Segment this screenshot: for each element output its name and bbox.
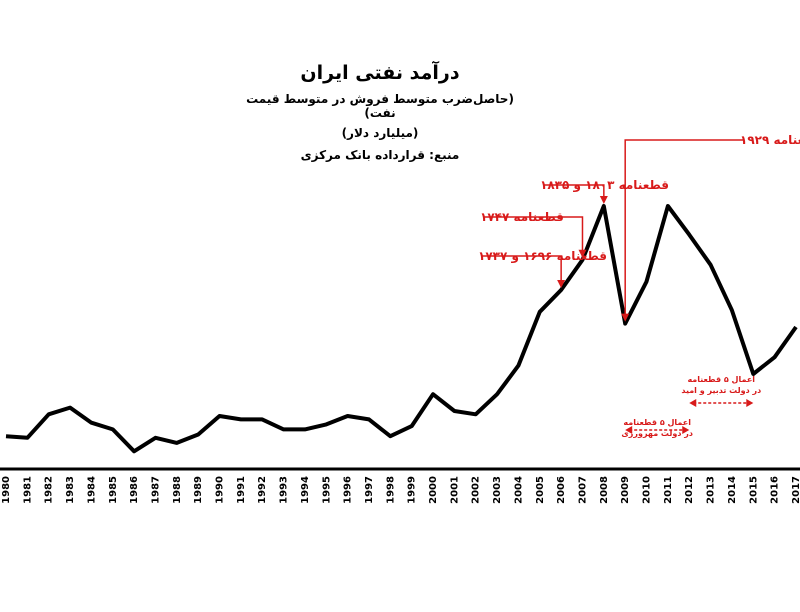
- x-tick-label: 1981: [22, 476, 33, 504]
- x-tick-label: 2016: [770, 476, 781, 504]
- x-tick-label: 1989: [193, 476, 204, 504]
- x-tick-label: 2007: [577, 476, 588, 504]
- x-tick-label: 1982: [44, 476, 55, 504]
- period-label-line2: در دولت مهرورزی: [621, 429, 693, 438]
- x-tick-label: 1985: [108, 476, 119, 504]
- x-tick-label: 2011: [663, 476, 674, 504]
- x-tick-label: 2009: [620, 476, 631, 504]
- x-tick-label: 2001: [449, 476, 460, 504]
- x-tick-label: 2014: [727, 476, 738, 504]
- x-tick-label: 1988: [172, 476, 183, 504]
- annotation-arrowhead: [557, 280, 566, 288]
- x-tick-label: 2012: [684, 476, 695, 504]
- x-tick-label: 1999: [407, 476, 418, 504]
- x-tick-label: 2017: [791, 476, 800, 504]
- annotation-label: قطعنامه ۱۹۲۹: [740, 133, 800, 147]
- chart-title: درآمد نفتی ایران: [300, 62, 460, 84]
- annotation-leader: [484, 216, 584, 254]
- chart-subtitle: (حاصل‌ضرب متوسط فروش در متوسط قیمت نفت): [246, 92, 514, 120]
- x-tick-label: 2004: [513, 476, 524, 504]
- x-tick-label: 1986: [129, 476, 140, 504]
- sanction-period: اعمال ۵ قطعنامه در دولت تدبیر و امید: [681, 375, 761, 407]
- x-tick-label: 1996: [343, 476, 354, 504]
- x-tick-label: 2000: [428, 476, 439, 504]
- x-tick-label: 1995: [321, 476, 332, 504]
- period-arrowhead-left: [625, 426, 633, 434]
- x-tick-labels: 1980 1981 1982 1983 1984 1985 1986 1987 1988 1989…: [1, 476, 800, 504]
- period-label-line2: در دولت تدبیر و امید: [681, 386, 761, 395]
- x-tick-label: 1991: [236, 476, 247, 504]
- x-tick-label: 1984: [86, 476, 97, 504]
- annotation: قطعنامه ۱۹۲۹: [621, 133, 800, 322]
- x-tick-label: 1998: [385, 476, 396, 504]
- period-arrowhead-left: [689, 399, 697, 407]
- oil-revenue-line: [5, 204, 798, 454]
- x-tick-label: 2003: [492, 476, 503, 504]
- resolution-annotations: قطعنامه ۱۹۲۹ قطعنامه ۱۸۰۳ و ۱۸۳۵ قطعنامه ۱…: [478, 133, 800, 322]
- annotation-arrowhead: [621, 313, 630, 322]
- chart-source: منبع: قرارداده بانک مرکزی: [300, 148, 460, 162]
- x-tick-label: 2005: [535, 476, 546, 504]
- annotation: قطعنامه ۱۶۹۶ و ۱۷۳۷: [478, 249, 607, 288]
- annotation-leader: [482, 255, 562, 284]
- x-tick-label: 1994: [300, 476, 311, 504]
- x-tick-label: 2010: [642, 476, 653, 504]
- x-tick-label: 2015: [748, 476, 759, 504]
- period-arrowhead-right: [746, 399, 754, 407]
- chart-title-block: درآمد نفتی ایران (حاصل‌ضرب متوسط فروش در…: [230, 62, 530, 162]
- annotation-leader: [624, 139, 744, 318]
- period-arrowhead-right: [682, 426, 690, 434]
- x-tick-label: 2006: [556, 476, 567, 504]
- annotation: قطعنامه ۱۷۴۷: [480, 210, 587, 258]
- x-tick-label: 2002: [471, 476, 482, 504]
- period-label-line1: اعمال ۵ قطعنامه: [687, 375, 755, 384]
- x-tick-label: 1983: [65, 476, 76, 504]
- x-tick-label: 1993: [279, 476, 290, 504]
- period-label-line1: اعمال ۵ قطعنامه: [623, 418, 691, 427]
- x-tick-label: 1992: [257, 476, 268, 504]
- annotation-arrowhead: [599, 196, 608, 204]
- x-tick-label: 1980: [1, 476, 12, 504]
- chart-unit: (میلیارد دلار): [341, 126, 419, 140]
- annotation-leader: [544, 184, 605, 200]
- x-tick-label: 1990: [215, 476, 226, 504]
- annotation-arrowhead: [578, 249, 587, 258]
- annotation: قطعنامه ۱۸۰۳ و ۱۸۳۵: [540, 178, 669, 204]
- x-tick-label: 1987: [150, 476, 161, 504]
- x-tick-label: 1997: [364, 476, 375, 504]
- sanction-period: اعمال ۵ قطعنامه در دولت مهرورزی: [621, 418, 693, 438]
- x-tick-label: 2013: [706, 476, 717, 504]
- x-tick-label: 2008: [599, 476, 610, 504]
